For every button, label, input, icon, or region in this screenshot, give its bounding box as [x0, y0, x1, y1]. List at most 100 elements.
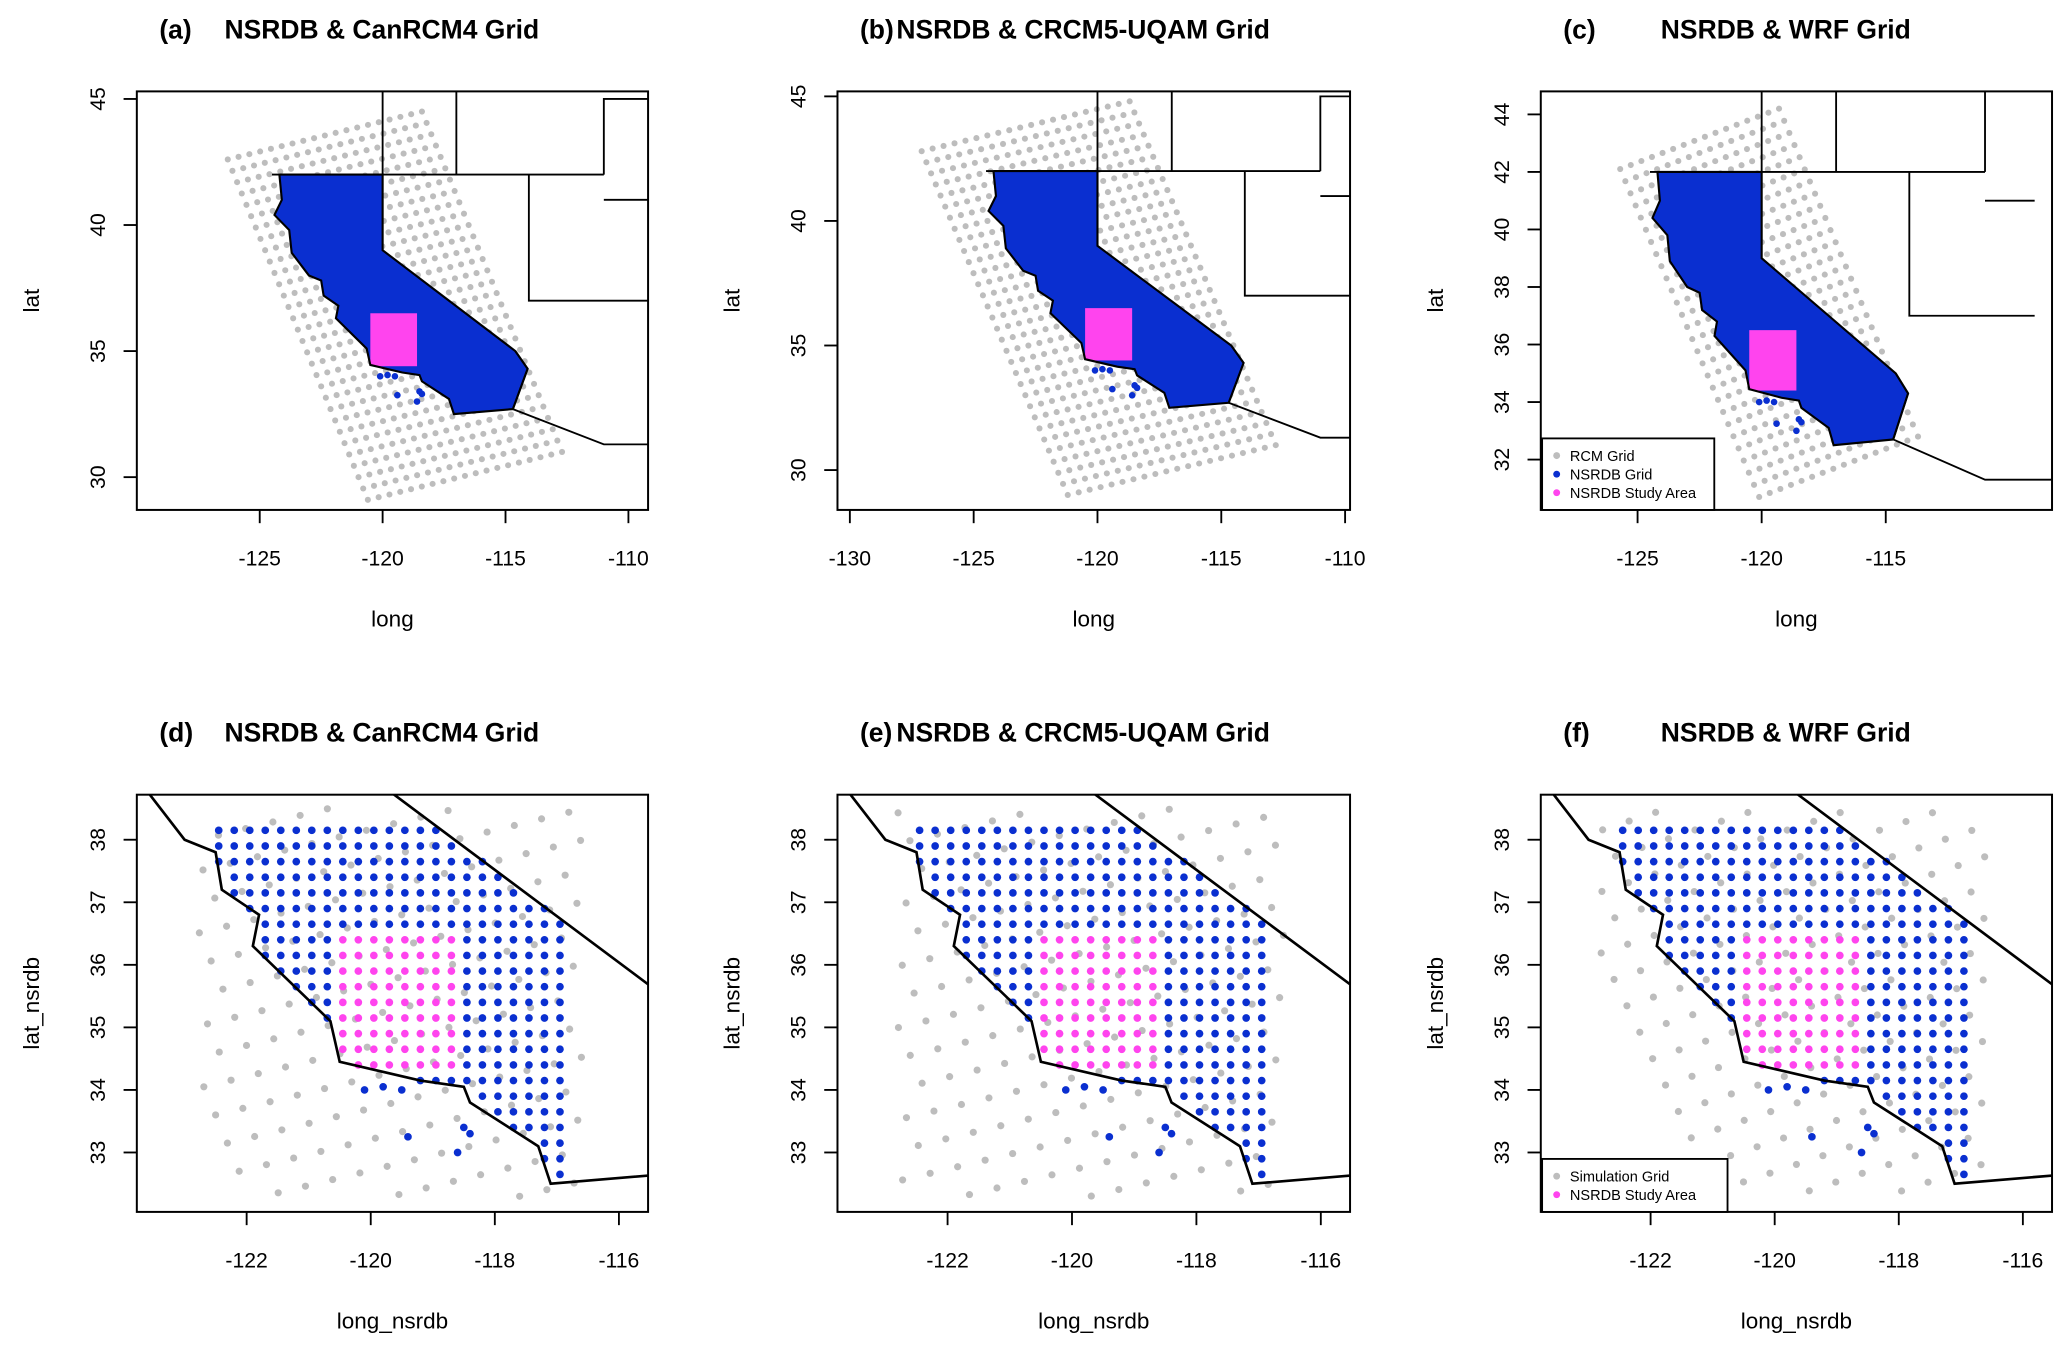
nsrdb-grid-point [307, 967, 316, 975]
rcm-grid-point [1687, 1134, 1695, 1142]
rcm-grid-point [361, 372, 368, 379]
panel-label: (c) [1563, 14, 1595, 44]
rcm-grid-point [1224, 441, 1231, 448]
rcm-grid-point [1068, 161, 1075, 168]
rcm-grid-point [518, 912, 527, 921]
rcm-grid-point [475, 419, 482, 426]
rcm-grid-point [294, 151, 301, 158]
panel-title: NSRDB & WRF Grid [1661, 718, 1911, 748]
rcm-grid-point [1101, 238, 1108, 245]
rcm-grid-point [967, 148, 974, 155]
rcm-grid-point [390, 240, 397, 247]
study-area-point [1742, 967, 1751, 975]
rcm-grid-point [320, 157, 327, 164]
rcm-grid-point [326, 143, 333, 150]
study-area-point [416, 951, 425, 960]
rcm-grid-point [395, 1190, 403, 1199]
rcm-grid-point [1040, 866, 1048, 874]
rcm-grid-point [492, 1136, 500, 1144]
rcm-grid-point [1689, 307, 1696, 314]
nsrdb-grid-point [478, 982, 487, 991]
nsrdb-grid-point [1149, 842, 1157, 850]
rcm-grid-point [1712, 129, 1719, 136]
rcm-grid-point [1136, 462, 1143, 469]
study-area-point [354, 967, 363, 975]
rcm-grid-point [276, 281, 283, 288]
nsrdb-grid-point [463, 1076, 471, 1085]
rcm-grid-point [1051, 894, 1060, 902]
nsrdb-grid-point [1867, 967, 1875, 975]
nsrdb-grid-point [1820, 842, 1829, 850]
rcm-grid-point [1134, 1089, 1142, 1097]
rcm-grid-point [535, 1095, 543, 1103]
rcm-grid-point [478, 456, 485, 463]
rcm-grid-point [1725, 364, 1732, 371]
rcm-grid-point [1825, 453, 1832, 460]
rcm-grid-point [243, 201, 250, 208]
rcm-grid-point [945, 153, 952, 161]
nsrdb-grid-point [1913, 982, 1922, 991]
panel-title: NSRDB & CanRCM4 Grid [224, 718, 539, 748]
study-area-point [1133, 1045, 1142, 1054]
nsrdb-grid-point [509, 951, 518, 960]
rcm-grid-point [423, 207, 430, 214]
nsrdb-grid-point [946, 857, 955, 866]
rcm-grid-point [1086, 401, 1093, 408]
nsrdb-grid-point [540, 998, 549, 1007]
rcm-grid-point [1116, 442, 1123, 450]
rcm-grid-point [1092, 387, 1099, 394]
rcm-grid-point [342, 414, 350, 421]
study-area-point [1117, 998, 1126, 1007]
rcm-grid-point [512, 422, 519, 429]
study-area-point [1055, 982, 1064, 991]
rcm-grid-point [1031, 157, 1038, 164]
rcm-grid-point [1782, 949, 1790, 957]
study-area-point [1086, 998, 1095, 1007]
study-area-point [1055, 951, 1064, 960]
rcm-grid-point [550, 1060, 558, 1068]
rcm-grid-point [1268, 431, 1275, 438]
study-area-point [1789, 998, 1798, 1007]
study-area-point [1820, 967, 1829, 975]
rcm-grid-point [269, 207, 276, 214]
nsrdb-grid-point [556, 1139, 564, 1147]
nsrdb-island-point [1099, 365, 1106, 373]
nsrdb-grid-point [509, 1107, 518, 1116]
plot-area [148, 794, 649, 1200]
rcm-grid-point [479, 256, 486, 263]
nsrdb-grid-point [307, 982, 316, 991]
rcm-grid-point [1108, 395, 1115, 403]
rcm-grid-point [1238, 389, 1245, 396]
rcm-grid-point [1050, 458, 1057, 465]
rcm-grid-point [412, 122, 419, 129]
nsrdb-grid-point [1711, 967, 1720, 975]
rcm-grid-point [1754, 1081, 1762, 1089]
rcm-grid-point [1928, 870, 1936, 878]
rcm-grid-point [1779, 259, 1786, 266]
rcm-grid-point [1154, 992, 1162, 1000]
rcm-grid-point [286, 278, 293, 285]
rcm-grid-point [898, 961, 906, 969]
rcm-grid-point [260, 185, 267, 192]
rcm-grid-point [1061, 370, 1068, 377]
nsrdb-grid-point [369, 889, 378, 897]
nsrdb-grid-point [1944, 1014, 1953, 1022]
nsrdb-grid-point [1696, 967, 1705, 975]
rcm-grid-point [1756, 465, 1763, 472]
nsrdb-grid-point [463, 982, 471, 991]
rcm-grid-point [960, 162, 967, 169]
rcm-grid-point [341, 152, 349, 159]
nsrdb-grid-point [1195, 873, 1204, 882]
rcm-grid-point [1740, 457, 1747, 464]
rcm-grid-point [356, 361, 363, 368]
rcm-grid-point [985, 193, 993, 200]
rcm-grid-point [970, 270, 977, 277]
rcm-grid-point [392, 477, 399, 484]
rcm-grid-point [1624, 940, 1632, 948]
rcm-grid-point [405, 161, 412, 168]
rcm-grid-point [1722, 154, 1729, 161]
rcm-grid-point [392, 189, 400, 196]
nsrdb-grid-point [432, 873, 440, 882]
rcm-grid-point [1106, 420, 1113, 427]
nsrdb-grid-point [1665, 889, 1674, 897]
